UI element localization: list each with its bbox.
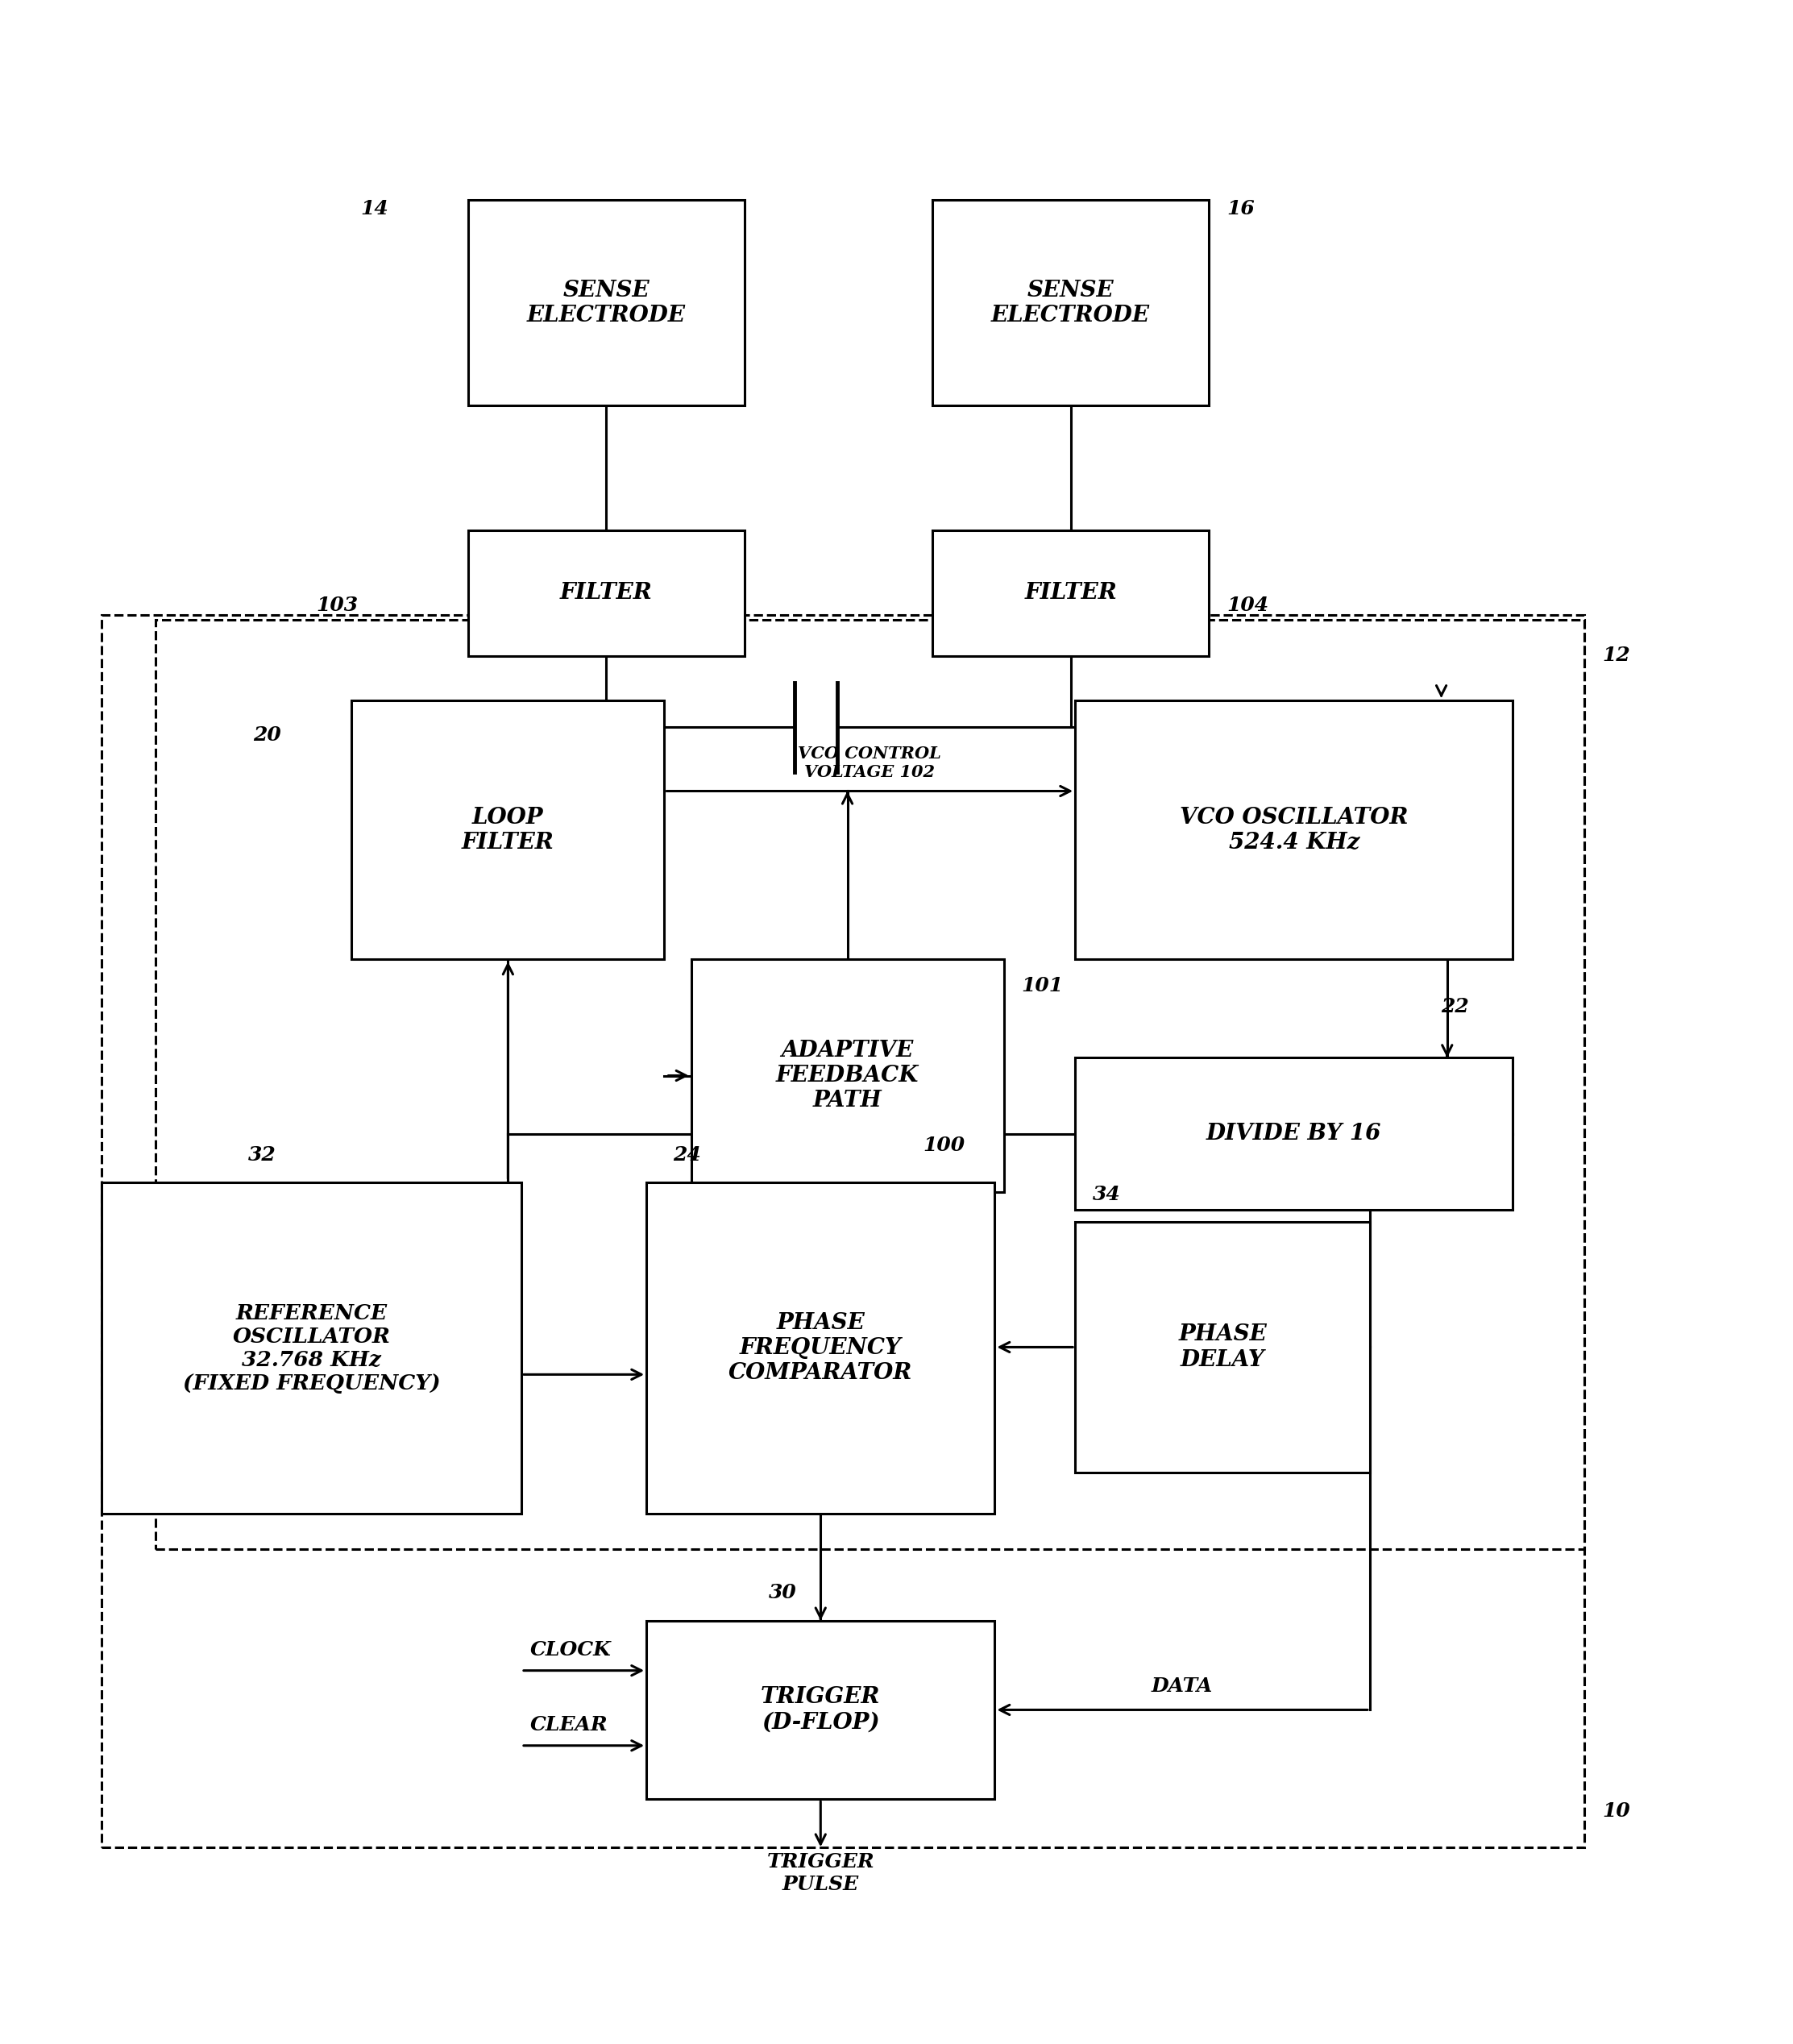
Bar (647, 1183, 995, 1513)
Text: FILTER: FILTER (559, 583, 653, 605)
Text: 12: 12 (1603, 646, 1630, 664)
Text: CLEAR: CLEAR (531, 1715, 608, 1735)
Text: 14: 14 (360, 198, 389, 219)
Text: 101: 101 (1022, 975, 1063, 995)
Text: 16: 16 (1226, 198, 1255, 219)
Text: DATA: DATA (1151, 1676, 1214, 1697)
Bar (102, 615, 1585, 1848)
Bar (647, 1621, 995, 1799)
Bar (932, 531, 1208, 656)
Text: 34: 34 (1094, 1186, 1121, 1204)
Bar (102, 1183, 522, 1513)
Text: 103: 103 (316, 595, 359, 615)
Bar (351, 701, 663, 959)
Text: DIVIDE BY 16: DIVIDE BY 16 (1207, 1122, 1382, 1145)
Text: FILTER: FILTER (1024, 583, 1117, 605)
Bar (156, 619, 1585, 1549)
Text: CLOCK: CLOCK (531, 1641, 611, 1660)
Bar (690, 959, 1004, 1192)
Bar (1076, 1057, 1513, 1210)
Text: 100: 100 (923, 1136, 965, 1155)
Text: SENSE
ELECTRODE: SENSE ELECTRODE (992, 280, 1149, 327)
Text: 10: 10 (1603, 1801, 1630, 1821)
Text: ADAPTIVE
FEEDBACK
PATH: ADAPTIVE FEEDBACK PATH (776, 1040, 918, 1112)
Text: 30: 30 (769, 1584, 796, 1602)
Text: 24: 24 (672, 1145, 701, 1165)
Text: PHASE
DELAY: PHASE DELAY (1178, 1325, 1266, 1372)
Text: 22: 22 (1442, 997, 1468, 1016)
Text: REFERENCE
OSCILLATOR
32.768 KHz
(FIXED FREQUENCY): REFERENCE OSCILLATOR 32.768 KHz (FIXED F… (183, 1302, 441, 1394)
Text: 20: 20 (253, 726, 282, 746)
Bar (468, 531, 744, 656)
Bar (932, 200, 1208, 405)
Text: VCO OSCILLATOR
524.4 KHz: VCO OSCILLATOR 524.4 KHz (1180, 807, 1408, 854)
Text: TRIGGER
(D-FLOP): TRIGGER (D-FLOP) (760, 1686, 880, 1733)
Text: LOOP
FILTER: LOOP FILTER (463, 807, 554, 854)
Text: 104: 104 (1226, 595, 1269, 615)
Text: 32: 32 (249, 1145, 276, 1165)
Bar (1076, 701, 1513, 959)
Text: VCO CONTROL
VOLTAGE 102: VCO CONTROL VOLTAGE 102 (798, 746, 941, 781)
Text: PHASE
FREQUENCY
COMPARATOR: PHASE FREQUENCY COMPARATOR (728, 1312, 913, 1384)
Bar (1076, 1222, 1370, 1472)
Text: SENSE
ELECTRODE: SENSE ELECTRODE (527, 280, 685, 327)
Text: TRIGGER
PULSE: TRIGGER PULSE (767, 1852, 875, 1895)
Bar (468, 200, 744, 405)
